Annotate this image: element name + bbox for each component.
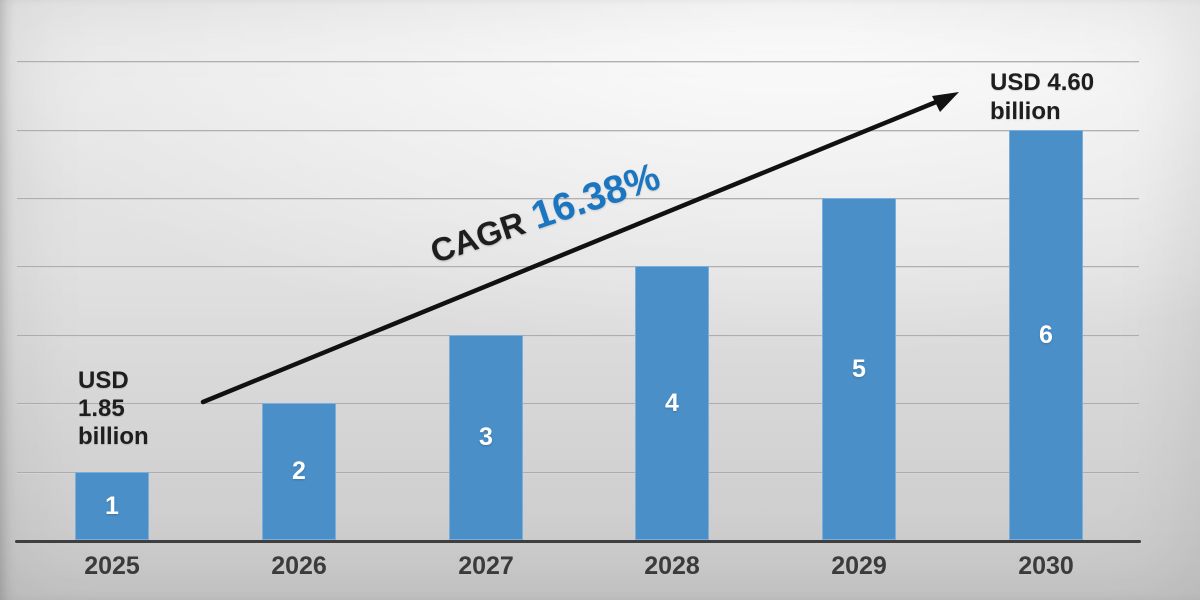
bar-2027: 3 bbox=[449, 335, 523, 540]
x-axis-label-2030: 2030 bbox=[1018, 552, 1074, 580]
bar-value-label: 4 bbox=[665, 388, 679, 417]
x-axis-label-2029: 2029 bbox=[831, 552, 887, 580]
end-value-line1: USD 4.60 bbox=[990, 69, 1095, 96]
bar-value-label: 1 bbox=[105, 491, 119, 520]
gridline bbox=[17, 266, 1139, 268]
bar-2025: 1 bbox=[75, 472, 149, 540]
end-value-line2: billion bbox=[990, 98, 1061, 125]
x-axis-line bbox=[15, 540, 1141, 543]
cagr-prefix: CAGR bbox=[425, 204, 530, 271]
bar-value-label: 5 bbox=[852, 354, 866, 383]
start-value-label: USD 1.85 billion bbox=[78, 367, 149, 451]
bar-2028: 4 bbox=[635, 266, 709, 540]
x-axis-label-2025: 2025 bbox=[84, 552, 140, 580]
cagr-label: CAGR16.38% bbox=[391, 144, 699, 284]
gridline bbox=[17, 472, 1139, 474]
bar-value-label: 2 bbox=[292, 457, 306, 485]
gridline bbox=[17, 335, 1139, 337]
bar-2029: 5 bbox=[822, 198, 896, 540]
end-value-label: USD 4.60 billion bbox=[990, 68, 1094, 126]
cagr-value: 16.38% bbox=[526, 155, 666, 238]
start-value-line1: USD bbox=[78, 367, 129, 394]
bar-value-label: 3 bbox=[479, 423, 493, 451]
bar-2026: 2 bbox=[262, 403, 336, 540]
x-axis-label-2026: 2026 bbox=[271, 552, 327, 580]
gridline bbox=[17, 403, 1139, 405]
bar-2030: 6 bbox=[1009, 130, 1083, 540]
x-axis-label-2027: 2027 bbox=[458, 552, 514, 580]
start-value-line3: billion bbox=[78, 423, 149, 450]
gridline bbox=[17, 61, 1139, 63]
arrowhead-icon bbox=[932, 92, 959, 112]
x-axis-label-2028: 2028 bbox=[644, 552, 700, 580]
bar-value-label: 6 bbox=[1039, 320, 1053, 349]
start-value-line2: 1.85 bbox=[78, 395, 125, 422]
gridline bbox=[17, 130, 1139, 132]
